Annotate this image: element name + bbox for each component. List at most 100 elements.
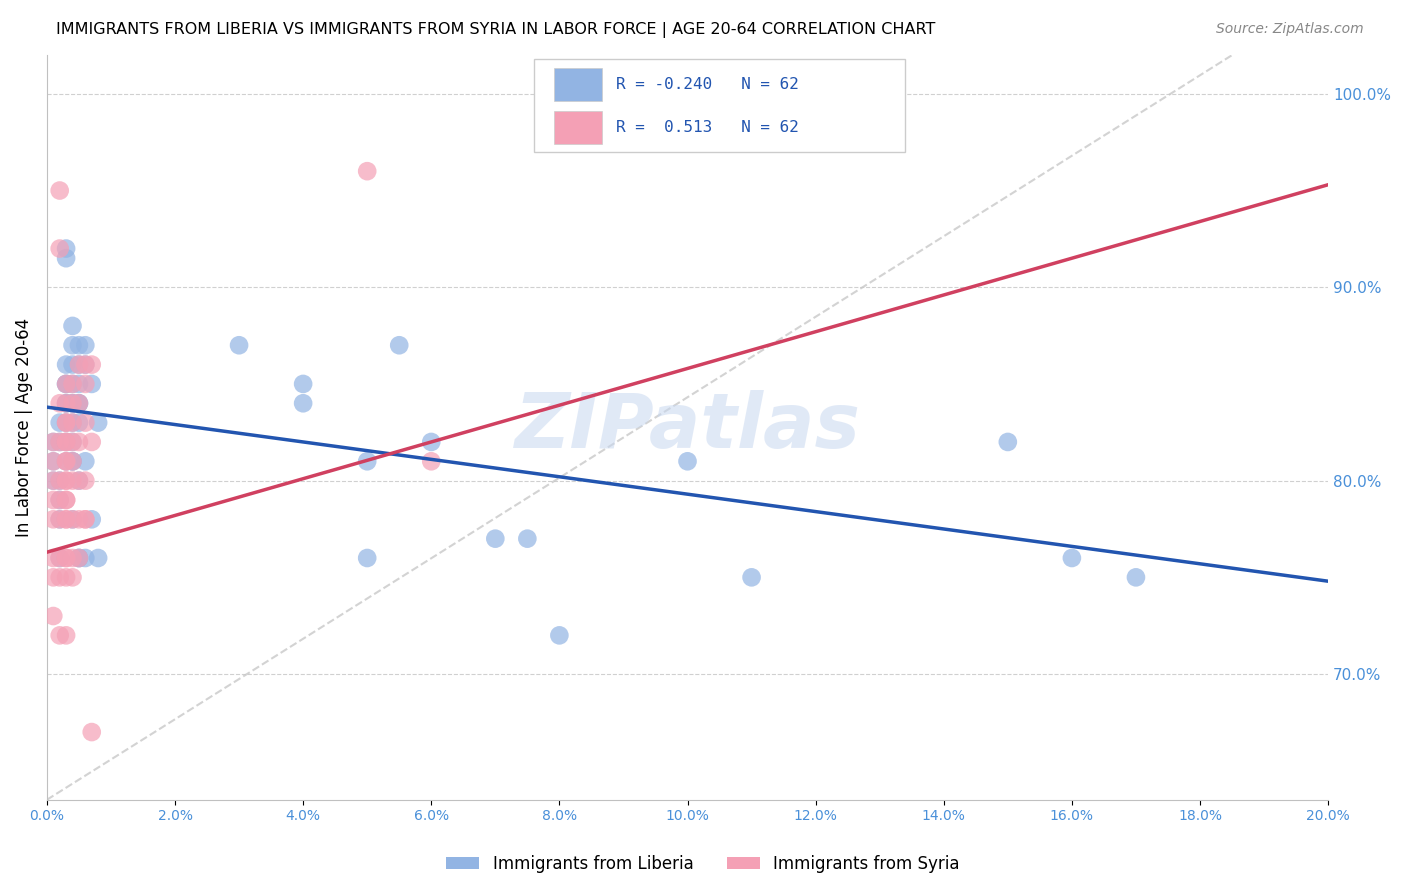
Point: [356, 164, 378, 178]
Point: [55, 454, 77, 468]
Point: [55, 416, 77, 430]
Point: [42, 474, 65, 488]
Point: [55, 434, 77, 449]
Point: [55, 396, 77, 410]
Point: [80, 512, 103, 526]
Point: [67, 551, 90, 566]
Point: [42, 570, 65, 584]
Point: [75, 454, 97, 468]
Point: [42, 609, 65, 624]
Point: [62, 358, 84, 372]
Point: [997, 434, 1019, 449]
Point: [75, 376, 97, 391]
Point: [55, 416, 77, 430]
Point: [75, 551, 97, 566]
Point: [75, 416, 97, 430]
Point: [356, 551, 378, 566]
Text: ZIPatlas: ZIPatlas: [515, 391, 860, 465]
Point: [67, 551, 90, 566]
FancyBboxPatch shape: [534, 59, 905, 152]
Point: [48, 570, 70, 584]
Point: [62, 512, 84, 526]
Point: [548, 628, 571, 642]
FancyBboxPatch shape: [554, 112, 602, 144]
Point: [388, 338, 411, 352]
Point: [55, 376, 77, 391]
Point: [42, 551, 65, 566]
Point: [55, 493, 77, 508]
Point: [55, 242, 77, 256]
Point: [55, 493, 77, 508]
Point: [55, 570, 77, 584]
Legend: Immigrants from Liberia, Immigrants from Syria: Immigrants from Liberia, Immigrants from…: [440, 848, 967, 880]
Point: [62, 454, 84, 468]
Point: [292, 376, 315, 391]
Point: [62, 474, 84, 488]
Point: [55, 454, 77, 468]
Point: [62, 551, 84, 566]
Point: [48, 396, 70, 410]
Point: [67, 358, 90, 372]
Point: [55, 512, 77, 526]
Point: [55, 396, 77, 410]
Point: [42, 474, 65, 488]
Point: [62, 512, 84, 526]
Point: [55, 434, 77, 449]
Point: [48, 493, 70, 508]
Point: [55, 628, 77, 642]
Point: [55, 551, 77, 566]
Point: [67, 396, 90, 410]
Point: [42, 493, 65, 508]
Point: [55, 454, 77, 468]
Point: [55, 434, 77, 449]
Point: [67, 434, 90, 449]
Point: [42, 454, 65, 468]
Point: [62, 396, 84, 410]
Point: [484, 532, 506, 546]
Point: [42, 454, 65, 468]
Point: [48, 184, 70, 198]
Point: [228, 338, 250, 352]
Point: [420, 454, 443, 468]
Point: [67, 551, 90, 566]
Point: [48, 434, 70, 449]
Point: [62, 376, 84, 391]
Point: [42, 434, 65, 449]
Point: [55, 376, 77, 391]
Point: [87, 416, 110, 430]
Point: [67, 474, 90, 488]
Point: [48, 551, 70, 566]
Point: [80, 376, 103, 391]
Point: [48, 551, 70, 566]
Point: [42, 434, 65, 449]
Point: [62, 376, 84, 391]
Point: [356, 454, 378, 468]
Point: [48, 416, 70, 430]
Point: [75, 512, 97, 526]
Point: [48, 242, 70, 256]
Point: [67, 474, 90, 488]
Point: [62, 338, 84, 352]
Point: [62, 570, 84, 584]
Point: [75, 338, 97, 352]
Point: [62, 434, 84, 449]
Point: [48, 474, 70, 488]
Point: [55, 474, 77, 488]
Point: [55, 512, 77, 526]
Point: [55, 251, 77, 265]
Point: [676, 454, 699, 468]
Point: [292, 396, 315, 410]
Point: [1060, 551, 1083, 566]
Point: [62, 416, 84, 430]
Point: [67, 416, 90, 430]
Text: IMMIGRANTS FROM LIBERIA VS IMMIGRANTS FROM SYRIA IN LABOR FORCE | AGE 20-64 CORR: IMMIGRANTS FROM LIBERIA VS IMMIGRANTS FR…: [56, 22, 935, 38]
Point: [80, 358, 103, 372]
Point: [62, 454, 84, 468]
Point: [48, 628, 70, 642]
Text: Source: ZipAtlas.com: Source: ZipAtlas.com: [1216, 22, 1364, 37]
Point: [62, 434, 84, 449]
Point: [67, 358, 90, 372]
Point: [48, 493, 70, 508]
Point: [1125, 570, 1147, 584]
Point: [48, 512, 70, 526]
